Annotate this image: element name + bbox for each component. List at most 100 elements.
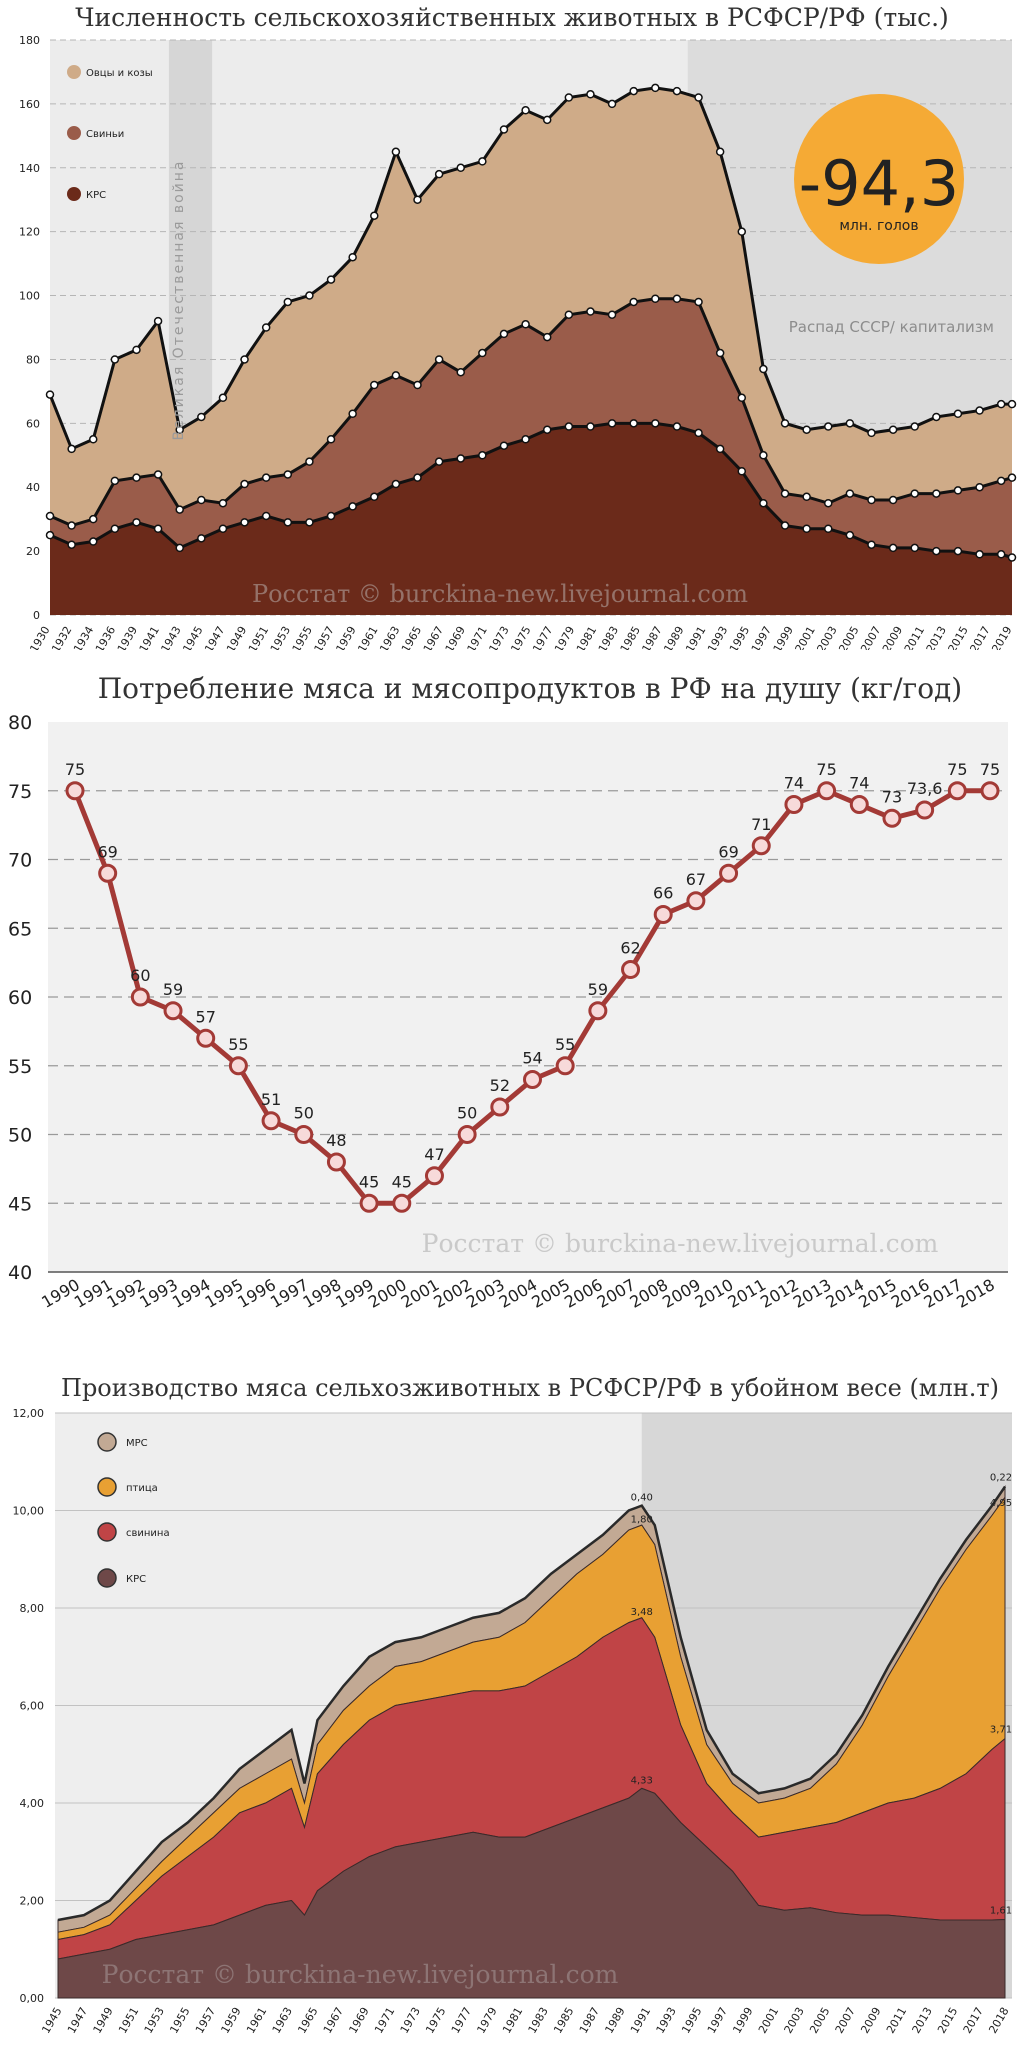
- data-point: [45, 530, 55, 540]
- data-point: [197, 495, 206, 505]
- data-point: [218, 393, 228, 403]
- x-tick-label: 2018: [953, 1275, 998, 1312]
- data-point: [845, 419, 855, 428]
- data-point: [326, 1152, 346, 1172]
- data-point: [283, 470, 293, 479]
- data-point: [424, 1166, 444, 1186]
- data-point: [867, 495, 876, 505]
- x-tick-label: 1953: [142, 2005, 167, 2036]
- data-point: [218, 498, 228, 508]
- data-point: [715, 348, 725, 358]
- data-point: [910, 543, 919, 553]
- data-point: [153, 524, 163, 533]
- y-tick-label: 12,00: [13, 1407, 45, 1420]
- data-point: [867, 540, 876, 549]
- x-tick-label: 1975: [423, 2005, 448, 2036]
- data-point: [672, 422, 682, 431]
- data-point: [240, 355, 249, 364]
- data-point: [391, 147, 401, 157]
- legend-swatch: [97, 1477, 117, 1497]
- x-tick-label: 1939: [115, 624, 140, 650]
- livestock-chart-panel: 0 20 40 60 80 100 120 140 160 180 1930 1932 1934 1936…: [0, 0, 1024, 650]
- x-tick-label: 1977: [449, 2005, 474, 2036]
- data-point: [348, 252, 357, 262]
- data-point: [715, 444, 725, 454]
- legend-label: свинина: [126, 1528, 170, 1539]
- data-label: 59: [588, 980, 608, 999]
- x-tick-label: 2011: [902, 624, 927, 650]
- livestock-chart: 0 20 40 60 80 100 120 140 160 180 1930193219341936…: [19, 3, 1017, 650]
- data-point: [996, 476, 1006, 486]
- x-tick-label: 2003: [782, 2005, 807, 2036]
- x-tick-label: 1983: [526, 2005, 551, 2036]
- x-tick-label: 1981: [500, 2005, 525, 2036]
- data-point: [737, 227, 747, 236]
- data-point: [888, 425, 898, 434]
- collapse-annotation: Распад СССР/ капитализм: [789, 318, 994, 336]
- x-tick-label: 2005: [836, 624, 861, 650]
- data-label: 0,22: [990, 1473, 1012, 1484]
- data-point: [391, 479, 401, 489]
- data-point: [434, 457, 444, 466]
- x-tick-label: 1965: [295, 2005, 320, 2036]
- y-tick-label: 50: [8, 1125, 32, 1147]
- data-point: [975, 482, 984, 492]
- x-tick-label: 1945: [39, 2005, 64, 2036]
- x-tick-label: 1949: [224, 624, 249, 650]
- data-label: 74: [849, 774, 869, 793]
- x-tick-label: 1987: [577, 2005, 602, 2036]
- data-point: [737, 467, 747, 476]
- x-tick-label: 2015: [946, 624, 971, 650]
- legend-swatch: [97, 1568, 117, 1588]
- data-point: [629, 86, 638, 96]
- data-point: [888, 495, 898, 505]
- data-point: [88, 514, 98, 524]
- x-tick-label: 1949: [91, 2005, 116, 2036]
- data-label: 51: [261, 1090, 281, 1109]
- data-point: [759, 364, 768, 374]
- x-tick-label: 1991: [683, 624, 708, 650]
- y-tick-label: 20: [26, 545, 40, 558]
- data-point: [996, 399, 1006, 409]
- data-point: [175, 543, 184, 553]
- data-label: 75: [947, 760, 967, 779]
- area-sheep-goats: [50, 87, 1012, 526]
- y-tick-label: 0,00: [20, 1992, 45, 2005]
- x-tick-label: 1936: [93, 624, 118, 650]
- data-point: [294, 1125, 314, 1144]
- data-label: 75: [816, 760, 836, 779]
- y-tick-label: 180: [19, 34, 40, 47]
- legend-label: МРС: [126, 1438, 148, 1449]
- data-point: [564, 310, 574, 319]
- data-point: [694, 428, 703, 438]
- x-tick-label: 1969: [346, 2005, 371, 2036]
- data-point: [588, 1001, 608, 1021]
- x-tick-label: 1955: [167, 2005, 192, 2036]
- data-label: 4,33: [631, 1775, 653, 1786]
- data-point: [88, 537, 98, 546]
- legend-swatch: [97, 1522, 117, 1542]
- x-tick-label: 1947: [202, 624, 227, 650]
- series-line: [49, 421, 1013, 559]
- data-point: [823, 422, 833, 431]
- data-point: [261, 473, 271, 482]
- data-point: [413, 473, 422, 482]
- watermark: Росстат © burckina-new.livejournal.com: [102, 1960, 619, 1989]
- data-point: [348, 409, 357, 418]
- data-point: [283, 297, 293, 307]
- x-tick-label: 1967: [421, 624, 446, 650]
- data-point: [261, 1111, 281, 1131]
- data-point: [197, 534, 206, 543]
- data-point: [932, 412, 941, 422]
- legend-swatch: [67, 187, 81, 201]
- y-tick-label: 40: [8, 1262, 32, 1284]
- data-point: [784, 795, 804, 814]
- x-tick-label: 1961: [244, 2005, 269, 2036]
- data-point: [759, 451, 768, 460]
- data-point: [132, 518, 141, 527]
- data-label: 45: [359, 1172, 379, 1191]
- data-point: [947, 781, 967, 801]
- data-point: [305, 457, 314, 466]
- y-tick-label: 60: [8, 987, 32, 1009]
- data-point: [67, 540, 76, 549]
